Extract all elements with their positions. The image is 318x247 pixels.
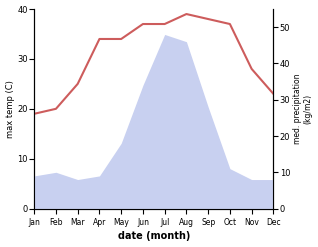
- X-axis label: date (month): date (month): [118, 231, 190, 242]
- Y-axis label: max temp (C): max temp (C): [5, 80, 15, 138]
- Y-axis label: med. precipitation
(kg/m2): med. precipitation (kg/m2): [293, 74, 313, 144]
